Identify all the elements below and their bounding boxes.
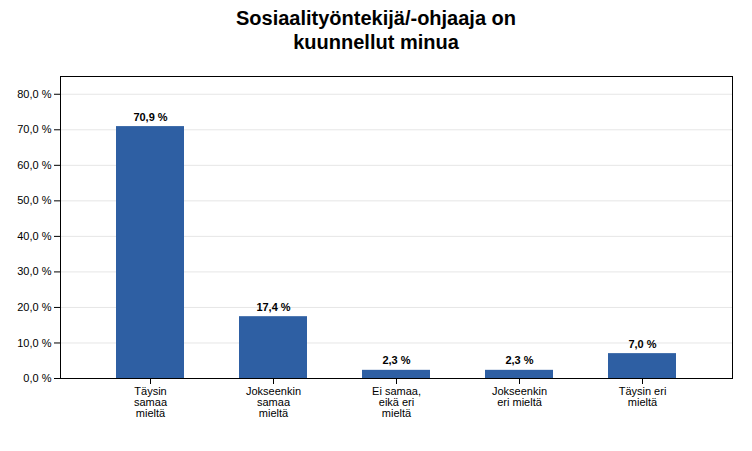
html-text:Sosiaalityöntekijä/-ohjaaja on: Sosiaalityöntekijä/-ohjaaja on kuunnellu… <box>236 7 516 53</box>
svg-text:80,0 %: 80,0 % <box>17 88 51 100</box>
svg-text:Täysinsamaamieltä: Täysinsamaamieltä <box>134 385 168 419</box>
svg-text:Ei samaa,eikä erimieltä: Ei samaa,eikä erimieltä <box>372 385 421 419</box>
svg-text:50,0 %: 50,0 % <box>17 194 51 206</box>
svg-text:30,0 %: 30,0 % <box>17 265 51 277</box>
svg-text:60,0 %: 60,0 % <box>17 159 51 171</box>
svg-text:Täysin erimieltä: Täysin erimieltä <box>619 385 667 408</box>
svg-text:7,0 %: 7,0 % <box>628 338 656 350</box>
svg-text:10,0 %: 10,0 % <box>17 336 51 348</box>
svg-text:17,4 %: 17,4 % <box>256 301 290 313</box>
svg-text:40,0 %: 40,0 % <box>17 230 51 242</box>
svg-text:2,3 %: 2,3 % <box>382 354 410 366</box>
svg-text:70,9 %: 70,9 % <box>133 111 167 123</box>
svg-text:20,0 %: 20,0 % <box>17 301 51 313</box>
svg-text:0,0 %: 0,0 % <box>23 372 51 384</box>
svg-text:2,3 %: 2,3 % <box>505 354 533 366</box>
svg-text:Jokseenkinsamaamieltä: Jokseenkinsamaamieltä <box>246 385 301 419</box>
svg-text:70,0 %: 70,0 % <box>17 123 51 135</box>
svg-text:Jokseenkineri mieltä: Jokseenkineri mieltä <box>492 385 547 408</box>
